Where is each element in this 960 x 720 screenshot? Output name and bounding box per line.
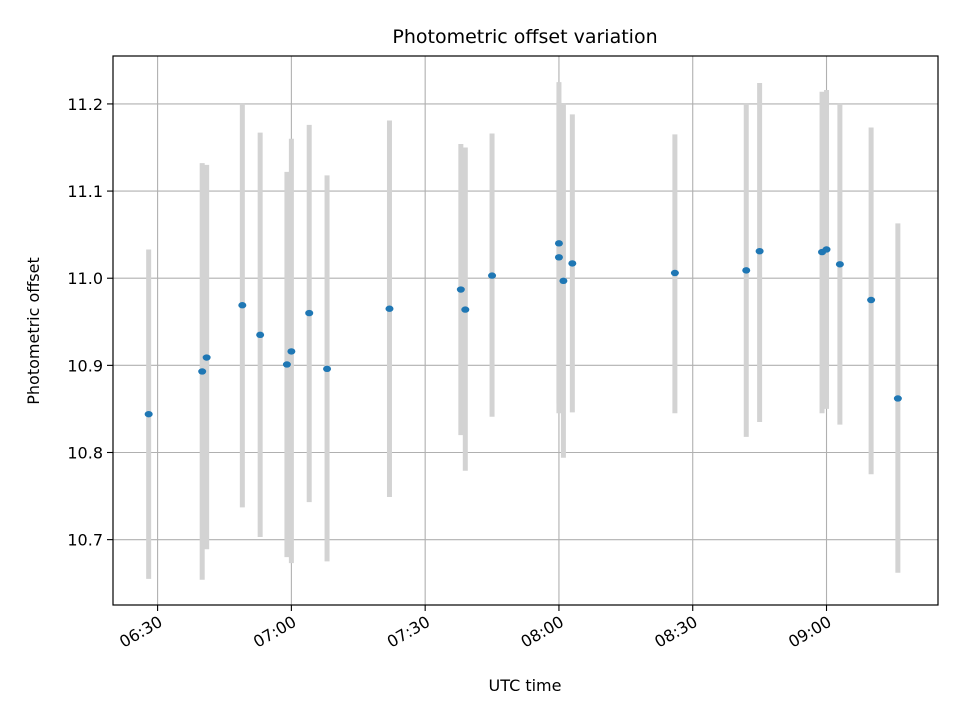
plot-frame: [112, 55, 939, 606]
y-tick-label: 10.8: [67, 444, 103, 463]
data-point: [835, 261, 844, 268]
y-tick-label: 11.0: [67, 269, 103, 288]
data-point: [893, 395, 902, 402]
y-tick-label: 11.2: [67, 95, 103, 114]
y-axis-label: Photometric offset: [24, 257, 43, 405]
y-tick-label: 10.9: [67, 356, 103, 375]
data-point: [287, 348, 296, 355]
data-point: [238, 302, 247, 309]
data-point: [282, 361, 291, 368]
y-tick-label: 10.7: [67, 531, 103, 550]
data-point: [670, 269, 679, 277]
data-point: [323, 365, 332, 373]
data-point: [385, 305, 394, 312]
data-point: [456, 286, 465, 293]
data-point: [822, 246, 831, 253]
y-tick-label: 11.1: [67, 182, 103, 201]
data-point: [554, 254, 563, 261]
data-point: [568, 260, 577, 267]
data-point: [559, 277, 568, 285]
y-axis: 10.7 10.8 10.9 11.0 11.1 11.2: [67, 95, 113, 550]
data-point: [256, 331, 265, 339]
data-point: [144, 410, 153, 418]
data-point: [755, 248, 764, 255]
data-point: [488, 272, 497, 279]
data-point: [202, 354, 211, 361]
data-point: [742, 267, 751, 274]
data-points: [144, 240, 902, 418]
data-point: [554, 240, 563, 247]
chart-title: Photometric offset variation: [392, 26, 657, 48]
data-point: [461, 306, 470, 313]
data-point: [305, 309, 314, 317]
x-axis-label: UTC time: [489, 676, 562, 695]
data-point: [867, 296, 876, 304]
data-point: [198, 368, 207, 375]
